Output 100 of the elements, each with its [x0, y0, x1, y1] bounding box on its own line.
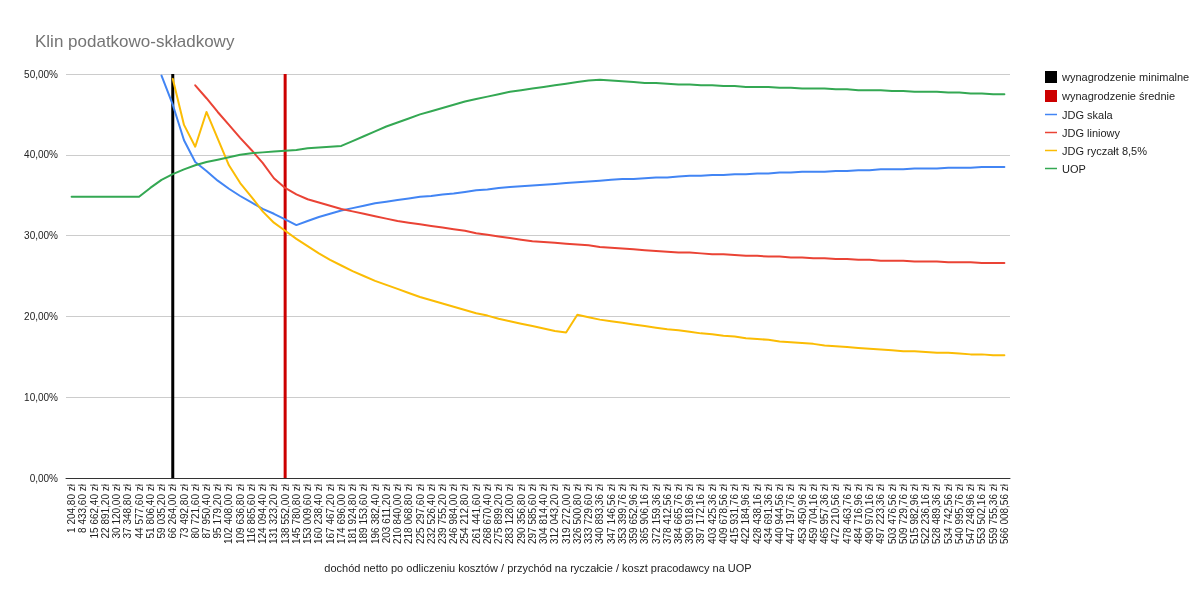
x-tick-label: 347 146,56 zł [605, 483, 617, 545]
x-tick-label: 522 236,16 zł [920, 483, 932, 545]
x-tick-label: 131 323,20 zł [268, 483, 280, 545]
x-tick-label: 22 891,20 zł [99, 483, 111, 539]
x-tick-label: 181 924,80 zł [347, 483, 359, 545]
x-tick-label: 304 814,40 zł [538, 483, 550, 545]
x-tick-label: 203 611,20 zł [380, 483, 392, 544]
x-tick-label: 102 408,00 zł [223, 483, 235, 545]
x-tick-label: 378 412,56 zł [661, 483, 673, 545]
x-tick-label: 196 382,40 zł [369, 483, 381, 545]
x-tick-label: 30 120,00 zł [111, 483, 123, 539]
x-tick-label: 359 652,96 zł [628, 483, 640, 545]
x-tick-label: 275 899,20 zł [493, 483, 505, 545]
x-tick-label: 246 984,00 zł [448, 483, 460, 545]
x-tick-label: 390 918,96 zł [684, 483, 696, 545]
x-tick-label: 95 179,20 zł [212, 483, 224, 539]
x-tick-label: 422 184,96 zł [740, 483, 752, 545]
x-tick-label: 509 729,76 zł [897, 483, 909, 545]
x-tick-label: 490 970,16 zł [864, 483, 876, 545]
x-tick-label: 51 806,40 zł [144, 483, 156, 539]
x-tick-label: 145 780,80 zł [290, 483, 302, 545]
x-tick-label: 540 995,76 zł [953, 483, 965, 545]
x-tick-label: 15 662,40 zł [88, 483, 100, 539]
legend-label: UOP [1062, 162, 1086, 175]
x-tick-label: 290 356,80 zł [515, 483, 527, 545]
x-tick-label: 160 238,40 zł [313, 483, 325, 545]
line-series [171, 77, 1006, 357]
x-tick-label: 547 248,96 zł [965, 483, 977, 545]
x-tick-label: 559 755,36 zł [987, 483, 999, 545]
y-tick-label: 40,00% [24, 149, 59, 161]
y-tick-label: 0,00% [29, 472, 59, 484]
x-tick-label: 326 500,80 zł [571, 483, 583, 545]
x-tick-label: 225 297,60 zł [414, 483, 426, 545]
x-tick-label: 566 008,56 zł [998, 483, 1010, 545]
x-tick-label: 8 433,60 zł [77, 483, 89, 533]
x-tick-label: 478 463,76 zł [841, 483, 853, 545]
x-tick-label: 1 204,80 zł [66, 483, 78, 533]
x-tick-label: 484 716,96 zł [852, 483, 864, 545]
x-tick-label: 283 128,00 zł [504, 483, 516, 545]
x-tick-label: 312 043,20 zł [549, 483, 561, 545]
x-tick-label: 333 729,60 zł [583, 483, 595, 545]
x-tick-label: 232 526,40 zł [425, 483, 437, 545]
y-tick-label: 30,00% [24, 230, 59, 242]
x-tick-label: 472 210,56 zł [830, 483, 842, 545]
x-tick-label: 434 691,36 zł [762, 483, 774, 545]
y-tick-label: 50,00% [24, 68, 59, 80]
x-tick-label: 365 906,16 zł [639, 483, 651, 545]
x-tick-label: 428 438,16 zł [751, 483, 763, 545]
x-tick-label: 44 577,60 zł [133, 483, 145, 539]
x-tick-label: 268 670,40 zł [481, 483, 493, 545]
x-tick-label: 87 950,40 zł [200, 483, 212, 539]
x-tick-label: 403 425,36 zł [706, 483, 718, 545]
x-tick-label: 116 865,60 zł [245, 483, 257, 544]
line-series [70, 78, 1006, 198]
legend-label: wynagrodzenie minimalne [1061, 71, 1190, 83]
x-tick-label: 124 094,40 zł [257, 483, 269, 545]
x-tick-label: 497 223,36 zł [875, 483, 887, 545]
legend-label: wynagrodzenie średnie [1061, 90, 1176, 102]
x-tick-label: 340 893,36 zł [594, 483, 606, 545]
x-tick-label: 440 944,56 zł [774, 483, 786, 545]
line-series [160, 74, 1006, 227]
legend-label: JDG liniowy [1062, 126, 1121, 139]
x-tick-label: 167 467,20 zł [324, 483, 336, 545]
x-tick-label: 319 272,00 zł [560, 483, 572, 545]
x-tick-label: 447 197,76 zł [785, 483, 797, 545]
x-tick-label: 153 009,60 zł [302, 483, 314, 545]
x-tick-label: 409 678,56 zł [717, 483, 729, 545]
x-tick-label: 453 450,96 zł [796, 483, 808, 545]
legend-label: JDG ryczałt 8,5% [1062, 144, 1148, 157]
x-tick-label: 254 212,80 zł [459, 483, 471, 545]
x-tick-label: 59 035,20 zł [156, 483, 168, 539]
x-tick-label: 239 755,20 zł [436, 483, 448, 545]
x-tick-label: 465 957,36 zł [819, 483, 831, 545]
x-tick-label: 174 696,00 zł [335, 483, 347, 545]
x-tick-label: 553 502,16 zł [976, 483, 988, 545]
x-tick-label: 297 585,60 zł [526, 483, 538, 545]
x-tick-label: 261 441,60 zł [470, 483, 482, 545]
x-tick-label: 218 068,80 zł [403, 483, 415, 545]
y-tick-label: 20,00% [24, 310, 59, 322]
x-tick-label: 503 476,56 zł [886, 483, 898, 545]
x-tick-label: 66 264,00 zł [167, 483, 179, 539]
x-tick-label: 189 153,60 zł [358, 483, 370, 545]
x-tick-label: 372 159,36 zł [650, 483, 662, 545]
x-tick-label: 138 552,00 zł [279, 483, 291, 545]
x-tick-label: 37 348,80 zł [122, 483, 134, 539]
x-tick-label: 384 665,76 zł [672, 483, 684, 545]
x-tick-label: 534 742,56 zł [942, 483, 954, 545]
x-tick-label: 210 840,00 zł [392, 483, 404, 545]
x-tick-label: 515 982,96 zł [908, 483, 920, 545]
x-tick-label: 109 636,80 zł [234, 483, 246, 545]
line-series [194, 84, 1006, 265]
y-tick-label: 10,00% [24, 391, 59, 403]
x-tick-label: 397 172,16 zł [695, 483, 707, 545]
legend-label: JDG skala [1062, 108, 1114, 121]
x-tick-label: 80 721,60 zł [189, 483, 201, 539]
x-tick-label: 459 704,16 zł [807, 483, 819, 545]
x-tick-label: 353 399,76 zł [616, 483, 628, 545]
x-tick-label: 415 931,76 zł [729, 483, 741, 545]
x-axis-title: dochód netto po odliczeniu kosztów / przychód na ryczałcie / koszt pracodawcy na UOP [324, 561, 752, 574]
x-tick-label: 528 489,36 zł [931, 483, 943, 545]
